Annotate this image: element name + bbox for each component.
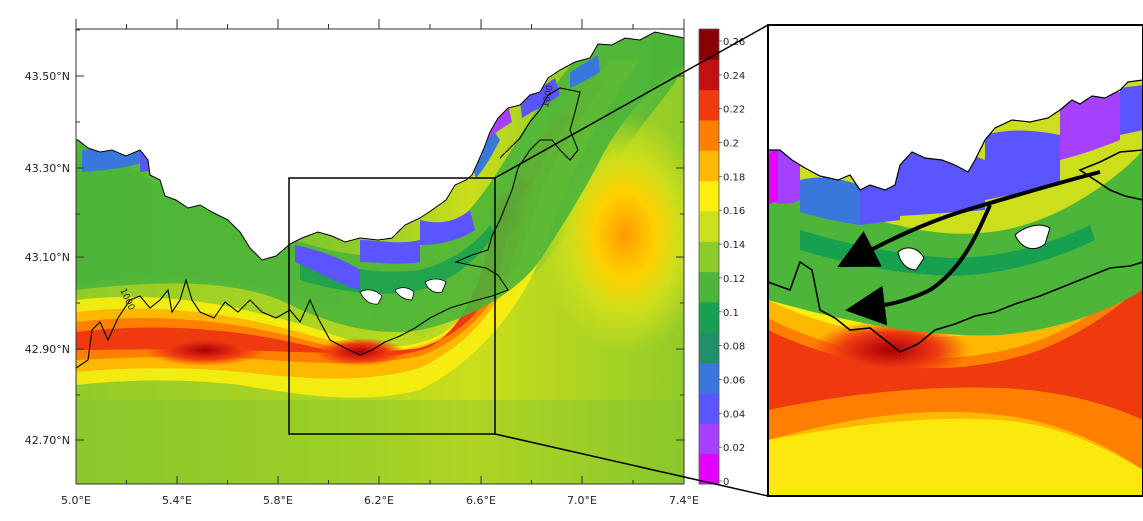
colorbar-swatch — [699, 271, 719, 303]
lon-tick-label: 6.2°E — [364, 494, 394, 507]
colorbar-swatch — [699, 302, 719, 333]
lon-tick-label: 7.0°E — [567, 494, 597, 507]
main-map: 1000 1000 5.0°E 5.4°E 5.8°E 6.2°E 6.6°E 7.0°E… — [25, 19, 699, 507]
colorbar-swatch — [699, 241, 719, 273]
land-mass — [76, 29, 684, 261]
colorbar-swatch — [699, 362, 719, 394]
colorbar-label: 0.08 — [723, 342, 745, 353]
isobath-1000-line — [76, 87, 581, 369]
main-map-field: 1000 1000 — [76, 29, 684, 484]
colorbar-label: 0 — [723, 477, 729, 488]
lon-tick-label: 6.6°E — [466, 494, 496, 507]
lon-tick-label: 7.4°E — [669, 494, 699, 507]
lon-tick-label: 5.4°E — [162, 494, 192, 507]
colorbar-swatch — [699, 332, 719, 364]
colorbar-swatch — [699, 29, 719, 60]
colorbar-label: 0.22 — [723, 105, 745, 116]
colorbar: 0 0.02 0.04 0.06 0.08 0.1 0.12 0.14 0.16 0.18 0.2 0… — [698, 28, 745, 488]
zoomed-map-field — [768, 25, 1143, 496]
lon-tick-label: 5.0°E — [61, 494, 91, 507]
colorbar-swatch — [699, 211, 719, 242]
lat-tick-label: 43.50°N — [25, 70, 70, 83]
colorbar-swatch — [699, 120, 719, 151]
colorbar-swatch — [699, 89, 719, 121]
zoom-connector-bottom — [494, 433, 769, 497]
colorbar-swatch — [699, 59, 719, 91]
isobath-label-east: 1000 — [541, 84, 556, 109]
colorbar-label: 0.18 — [723, 172, 745, 183]
zoomed-map-frame — [767, 24, 1143, 497]
colorbar-label: 0.04 — [723, 409, 745, 420]
colorbar-label: 0.06 — [723, 375, 745, 386]
zoom-connector-top — [494, 24, 769, 179]
current-arrow-upper — [837, 170, 1101, 268]
colorbar-label: 0.2 — [723, 139, 739, 150]
longitude-axis: 5.0°E 5.4°E 5.8°E 6.2°E 6.6°E 7.0°E 7.4°E — [61, 19, 699, 507]
lat-tick-label: 42.70°N — [25, 434, 70, 447]
lat-tick-label: 42.90°N — [25, 343, 70, 356]
current-arrow-lower — [845, 204, 992, 326]
colorbar-swatch — [699, 423, 719, 455]
colorbar-label: 0.26 — [723, 37, 745, 48]
colorbar-label: 0.16 — [723, 206, 745, 217]
colorbar-swatch — [699, 393, 719, 424]
zoom-inset-box — [288, 177, 496, 435]
colorbar-swatch — [699, 150, 719, 182]
colorbar-label: 0.14 — [723, 240, 745, 251]
colorbar-label: 0.1 — [723, 308, 739, 319]
colorbar-swatch — [699, 180, 719, 212]
colorbar-swatch — [699, 453, 719, 485]
colorbar-label: 0.24 — [723, 71, 745, 82]
colorbar-label: 0.12 — [723, 274, 745, 285]
lat-tick-label: 43.10°N — [25, 251, 70, 264]
colorbar-label: 0.02 — [723, 443, 745, 454]
lat-tick-label: 43.30°N — [25, 162, 70, 175]
latitude-axis: 43.50°N 43.30°N 43.10°N 42.90°N 42.70°N — [25, 29, 684, 447]
zoomed-map — [767, 24, 1143, 497]
zoom-land-mass — [768, 25, 1143, 191]
lon-tick-label: 5.8°E — [263, 494, 293, 507]
